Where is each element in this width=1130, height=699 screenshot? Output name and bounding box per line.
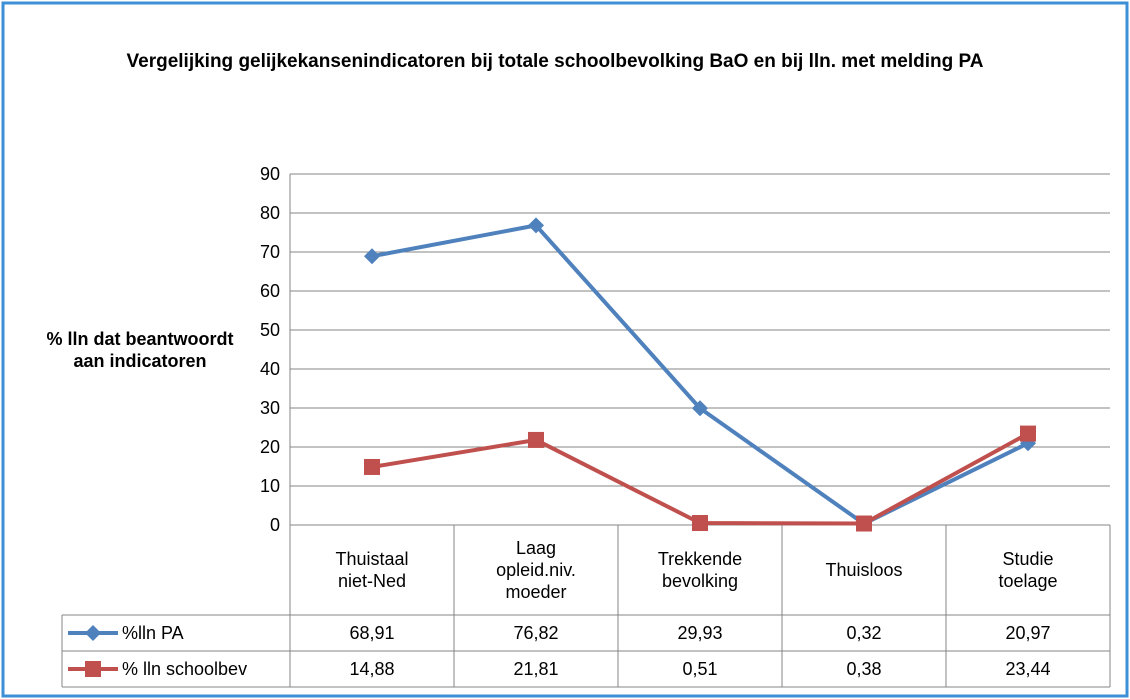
y-tick-label: 80 (259, 203, 280, 223)
legend-label: % lln schoolbev (122, 659, 248, 679)
x-tick-label: Trekkende bevolking (657, 549, 743, 591)
marker (85, 625, 101, 641)
chart-title: Vergelijking gelijkekansenindicatoren bi… (126, 51, 984, 72)
x-tick-label: Thuistaal niet-Ned (335, 549, 409, 591)
y-tick-label: 50 (259, 320, 280, 340)
table-value: 23,44 (1005, 659, 1051, 679)
table-value: 76,82 (513, 623, 559, 643)
table-value: 0,38 (846, 659, 882, 679)
marker (692, 400, 708, 417)
x-tick-label: Laag opleid.niv. moeder (496, 538, 576, 602)
x-tick-label: Studie toelage (998, 549, 1058, 591)
marker (85, 661, 101, 677)
table-value: 14,88 (349, 659, 395, 679)
table-value: 21,81 (513, 659, 559, 679)
y-tick-label: 60 (259, 281, 280, 301)
marker (1020, 425, 1036, 442)
x-tick-label: Thuisloos (825, 560, 903, 580)
table-value: 0,51 (682, 659, 718, 679)
table-value: 68,91 (349, 623, 395, 643)
marker (692, 515, 708, 532)
marker (364, 458, 380, 475)
y-tick-label: 90 (259, 164, 280, 184)
table-value: 20,97 (1005, 623, 1051, 643)
y-tick-label: 30 (259, 398, 280, 418)
legend-label: %lln PA (122, 623, 184, 643)
marker (528, 431, 544, 448)
y-tick-label: 10 (259, 476, 280, 496)
marker (856, 515, 872, 532)
y-axis-title: % lln dat beantwoordt aan indicatoren (46, 329, 234, 371)
marker (364, 248, 380, 265)
table-value: 29,93 (677, 623, 723, 643)
y-tick-label: 70 (259, 242, 280, 262)
y-tick-label: 20 (259, 437, 280, 457)
marker (528, 217, 544, 234)
y-tick-label: 0 (269, 515, 280, 535)
y-tick-label: 40 (259, 359, 280, 379)
table-value: 0,32 (846, 623, 882, 643)
